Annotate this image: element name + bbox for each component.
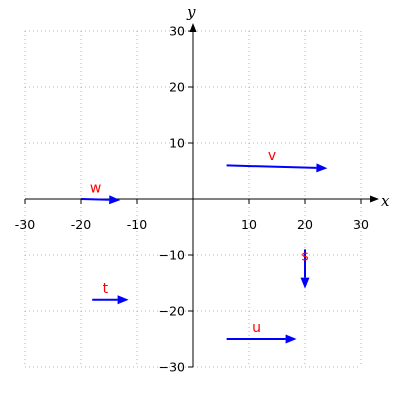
y-tick-label: 30: [169, 24, 185, 39]
vectors: v w s t u: [81, 148, 327, 344]
vector-v-shaft: [227, 165, 317, 167]
vector-s-head: [301, 278, 310, 289]
vector-s: s: [301, 248, 310, 288]
x-tick-label: -20: [71, 217, 91, 232]
y-axis-label: y: [186, 3, 196, 21]
x-tick-label: -10: [127, 217, 147, 232]
x-axis-label: x: [381, 192, 390, 210]
x-tick-label: -30: [15, 217, 35, 232]
y-tick-label: −20: [159, 304, 185, 319]
vector-w-head: [109, 195, 120, 204]
vector-w-shaft: [81, 199, 109, 200]
y-tick-label: 10: [169, 136, 185, 151]
vector-u-head: [286, 335, 297, 344]
x-tick-label: 20: [297, 217, 313, 232]
vector-u: u: [227, 320, 297, 344]
y-tick-label: −10: [159, 248, 185, 263]
vector-t: t: [92, 281, 128, 305]
vector-v: v: [227, 148, 328, 173]
vector-v-head: [316, 163, 327, 172]
x-tick-label: 30: [353, 217, 369, 232]
y-tick-label: 20: [169, 80, 185, 95]
vector-v-label: v: [268, 148, 276, 164]
axes: [25, 23, 379, 367]
vector-s-label: s: [301, 248, 308, 264]
x-axis-arrowhead: [370, 196, 379, 203]
vector-t-label: t: [103, 281, 109, 297]
vector-u-label: u: [252, 320, 261, 336]
x-tick-label: 10: [241, 217, 257, 232]
vector-w: w: [81, 181, 120, 205]
vector-t-head: [118, 295, 129, 304]
y-tick-label: −30: [159, 360, 185, 375]
vector-w-label: w: [90, 181, 101, 197]
